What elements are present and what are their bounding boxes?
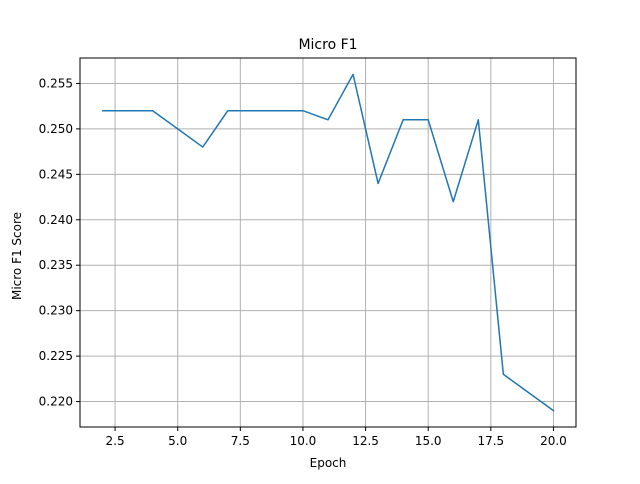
plot-frame <box>79 57 577 428</box>
y-tick-label: 0.230 <box>39 304 73 318</box>
y-tick-label: 0.240 <box>39 213 73 227</box>
x-tick-label: 12.5 <box>352 434 379 448</box>
series-line <box>101 73 555 412</box>
x-tick-label: 10.0 <box>290 434 317 448</box>
chart-title: Micro F1 <box>298 37 357 53</box>
y-tick-label: 0.220 <box>39 395 73 409</box>
y-axis-label: Micro F1 Score <box>10 212 24 300</box>
x-tick-label: 7.5 <box>231 434 250 448</box>
y-tick-label: 0.225 <box>39 349 73 363</box>
y-tick-label: 0.245 <box>39 167 73 181</box>
x-tick-label: 17.5 <box>477 434 504 448</box>
y-axis: 0.220 0.225 0.230 0.235 0.240 0.245 0.250 0.255 <box>39 76 80 409</box>
x-tick-label: 2.5 <box>106 434 125 448</box>
x-axis: 2.5 5.0 7.5 10.0 12.5 15.0 17.5 20.0 <box>106 427 567 448</box>
x-tick-label: 15.0 <box>415 434 442 448</box>
x-axis-label: Epoch <box>310 456 347 470</box>
x-tick-label: 5.0 <box>168 434 187 448</box>
series-layer <box>101 73 555 412</box>
y-tick-label: 0.255 <box>39 76 73 90</box>
x-tick-label: 20.0 <box>540 434 567 448</box>
y-tick-label: 0.235 <box>39 258 73 272</box>
y-tick-label: 0.250 <box>39 122 73 136</box>
